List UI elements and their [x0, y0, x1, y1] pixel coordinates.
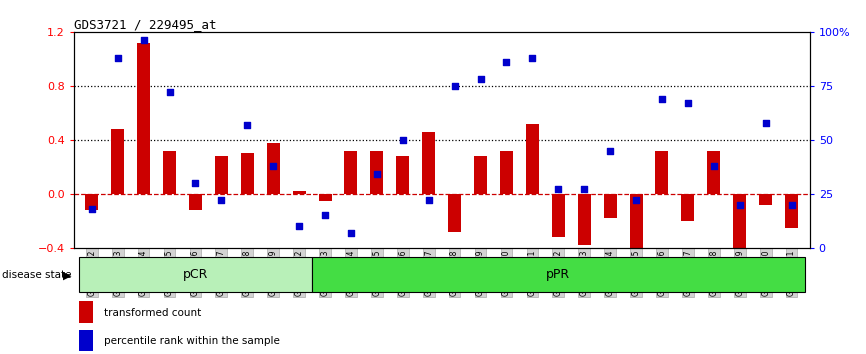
Bar: [734, 194, 746, 251]
Point: [578, 187, 591, 192]
Point: [344, 230, 358, 235]
Bar: [604, 194, 617, 218]
Bar: [267, 143, 280, 194]
Bar: [526, 124, 539, 194]
Text: ▶: ▶: [63, 270, 72, 280]
Bar: [111, 129, 124, 194]
Bar: [163, 151, 176, 194]
Bar: [371, 151, 384, 194]
Bar: [241, 153, 254, 194]
Bar: [708, 151, 721, 194]
Bar: [85, 194, 98, 210]
Point: [629, 198, 643, 203]
Point: [292, 223, 306, 229]
Bar: [189, 194, 202, 210]
Text: GDS3721 / 229495_at: GDS3721 / 229495_at: [74, 18, 216, 31]
Point: [111, 55, 125, 61]
Point: [681, 100, 695, 106]
Point: [215, 198, 229, 203]
Bar: [759, 194, 772, 205]
Text: disease state: disease state: [2, 270, 71, 280]
Point: [733, 202, 746, 207]
Point: [448, 83, 462, 88]
Bar: [79, 257, 312, 292]
Point: [163, 90, 177, 95]
Point: [526, 55, 540, 61]
Bar: [682, 194, 695, 221]
Point: [552, 187, 565, 192]
Bar: [345, 151, 358, 194]
Bar: [80, 330, 93, 351]
Text: pPR: pPR: [546, 268, 571, 281]
Bar: [312, 257, 805, 292]
Point: [474, 76, 488, 82]
Point: [137, 38, 151, 43]
Bar: [423, 132, 436, 194]
Point: [396, 137, 410, 143]
Text: percentile rank within the sample: percentile rank within the sample: [104, 336, 280, 346]
Bar: [785, 194, 798, 228]
Point: [266, 163, 280, 169]
Bar: [552, 194, 565, 237]
Bar: [397, 156, 410, 194]
Bar: [578, 194, 591, 245]
Bar: [448, 194, 461, 232]
Point: [707, 163, 721, 169]
Point: [85, 206, 99, 212]
Point: [655, 96, 669, 102]
Bar: [319, 194, 332, 201]
Point: [500, 59, 514, 65]
Point: [785, 202, 798, 207]
Bar: [137, 42, 150, 194]
Bar: [293, 191, 306, 194]
Point: [241, 122, 255, 127]
Bar: [474, 156, 487, 194]
Bar: [80, 301, 93, 323]
Point: [189, 180, 203, 186]
Point: [370, 172, 384, 177]
Bar: [215, 156, 228, 194]
Point: [759, 120, 772, 125]
Point: [318, 212, 332, 218]
Point: [422, 198, 436, 203]
Text: transformed count: transformed count: [104, 308, 201, 318]
Bar: [500, 151, 513, 194]
Text: pCR: pCR: [183, 268, 208, 281]
Point: [604, 148, 617, 154]
Bar: [656, 151, 669, 194]
Bar: [630, 194, 643, 264]
